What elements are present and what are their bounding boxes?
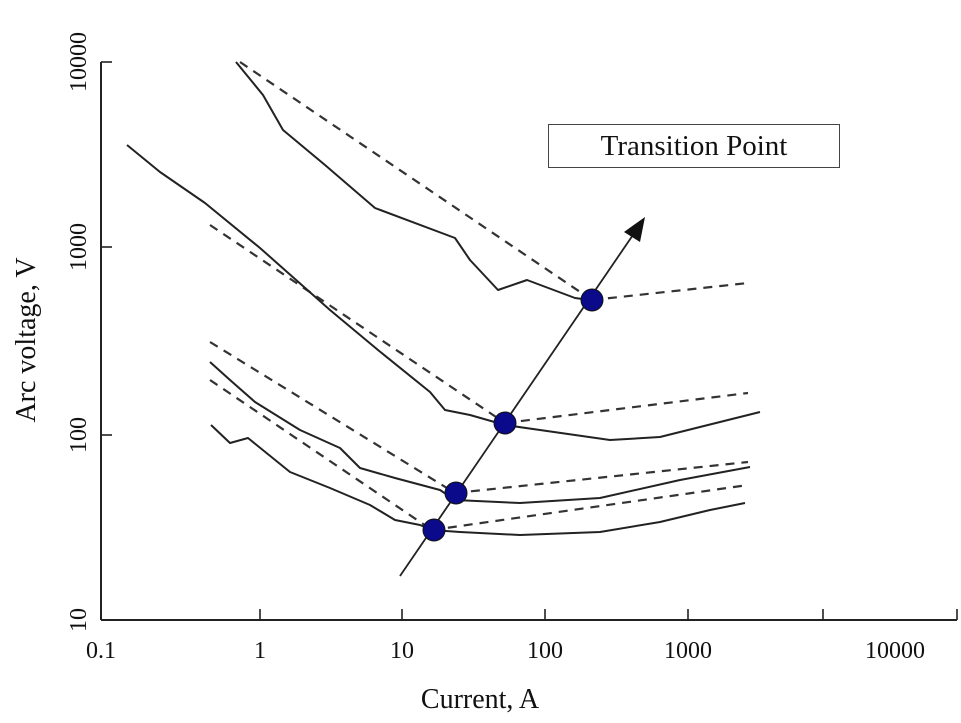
x-tick-label: 1000 [664,638,712,664]
axes [100,61,958,621]
transition-point-marker [422,518,446,542]
curve-3 [209,341,751,504]
curve-2-fit-falling [209,224,506,424]
curve-1-fit-rising [591,281,749,302]
curve-3-fit-falling [209,341,456,494]
y-tick-label: 10 [66,608,92,632]
y-axis-label: Arc voltage, V [11,257,42,422]
transition-point-marker [580,288,604,312]
curve-4 [209,379,749,536]
curve-4-measured [210,424,746,536]
curve-4-fit-falling [209,379,433,531]
y-tick-label: 1000 [66,223,92,271]
arrowhead-icon [624,217,645,242]
curve-2-measured [126,144,761,441]
y-tick-label: 10000 [66,32,92,92]
transition-point-marker [444,481,468,505]
curve-2 [126,144,761,441]
transition-point-label: Transition Point [600,129,788,162]
y-tick-labels: 10 100 1000 10000 [66,32,92,632]
curve-1 [235,61,749,302]
transition-points [422,288,604,542]
transition-point-marker [493,411,517,435]
x-tick-label: 10000 [865,638,925,664]
x-tick-label: 1 [254,638,266,664]
curve-1-fit-falling [239,61,593,301]
x-axis-label: Current, A [421,684,540,715]
curve-4-fit-rising [431,483,749,532]
curve-2-fit-rising [504,391,749,425]
x-tick-labels: 0.1 1 10 100 1000 10000 [86,638,925,664]
x-tick-label: 10 [390,638,414,664]
transition-point-label-box: Transition Point [548,124,840,168]
curve-1-measured [235,61,591,301]
x-tick-label: 100 [527,638,563,664]
x-tick-label: 0.1 [86,638,116,664]
curve-3-fit-rising [454,460,749,495]
curve-3-measured [209,361,751,504]
y-tick-label: 100 [66,417,92,453]
